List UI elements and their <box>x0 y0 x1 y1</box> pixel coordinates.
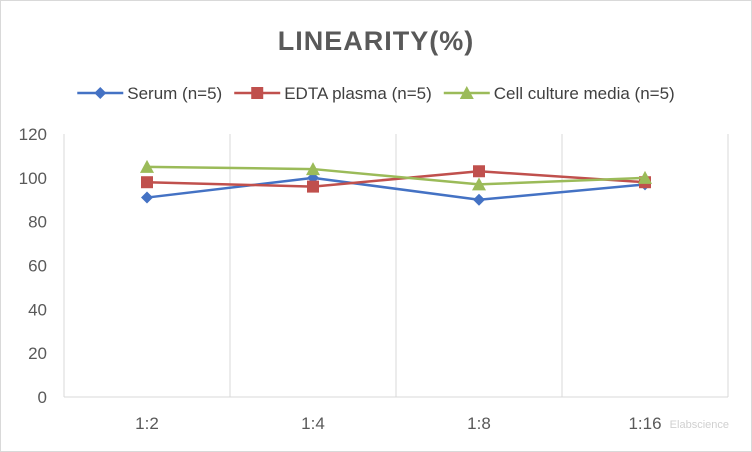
y-tick-label-80: 80 <box>28 213 47 232</box>
data-point-3-3 <box>472 177 486 191</box>
legend-marker-1 <box>94 87 107 99</box>
data-point-1-3 <box>473 193 485 206</box>
y-tick-label-60: 60 <box>28 257 47 276</box>
y-tick-label-0: 0 <box>38 388 47 407</box>
data-point-3-1 <box>140 159 154 173</box>
series-line-3 <box>146 165 646 186</box>
series-3 <box>140 159 652 191</box>
data-point-1-1 <box>141 191 153 204</box>
data-point-3-2 <box>306 162 320 176</box>
y-tick-label-120: 120 <box>19 125 47 144</box>
series-line-1 <box>146 176 646 201</box>
y-tick-label-20: 20 <box>28 344 47 363</box>
legend-item-3: Cell culture media (n=5) <box>443 84 675 103</box>
x-tick-label-1:4: 1:4 <box>301 414 325 433</box>
data-point-2-3 <box>473 165 485 178</box>
data-point-2-1 <box>141 176 153 189</box>
x-tick-label-1:8: 1:8 <box>467 414 491 433</box>
watermark-text: Elabscience <box>670 419 729 431</box>
series-layer <box>140 159 652 206</box>
legend-item-1: Serum (n=5) <box>77 84 222 103</box>
legend-label-2: EDTA plasma (n=5) <box>284 84 432 103</box>
legend-marker-2 <box>251 87 264 99</box>
x-tick-label-1:16: 1:16 <box>628 414 661 433</box>
x-tick-label-1:2: 1:2 <box>135 414 159 433</box>
data-point-2-2 <box>307 180 319 193</box>
axes: 0 20 40 60 80 100 120 1:2 1:4 1:8 1:16 <box>19 125 728 433</box>
legend-marker-3 <box>459 86 474 99</box>
y-tick-label-100: 100 <box>19 169 47 188</box>
y-tick-label-40: 40 <box>28 300 47 319</box>
series-line-2 <box>146 170 646 188</box>
legend: Serum (n=5) EDTA plasma (n=5) Cell culture… <box>77 84 675 103</box>
legend-label-1: Serum (n=5) <box>127 84 222 103</box>
legend-item-2: EDTA plasma (n=5) <box>234 84 432 103</box>
chart-title: LINEARITY(%) <box>278 26 475 56</box>
legend-label-3: Cell culture media (n=5) <box>494 84 675 103</box>
data-point-3-4 <box>638 170 652 184</box>
